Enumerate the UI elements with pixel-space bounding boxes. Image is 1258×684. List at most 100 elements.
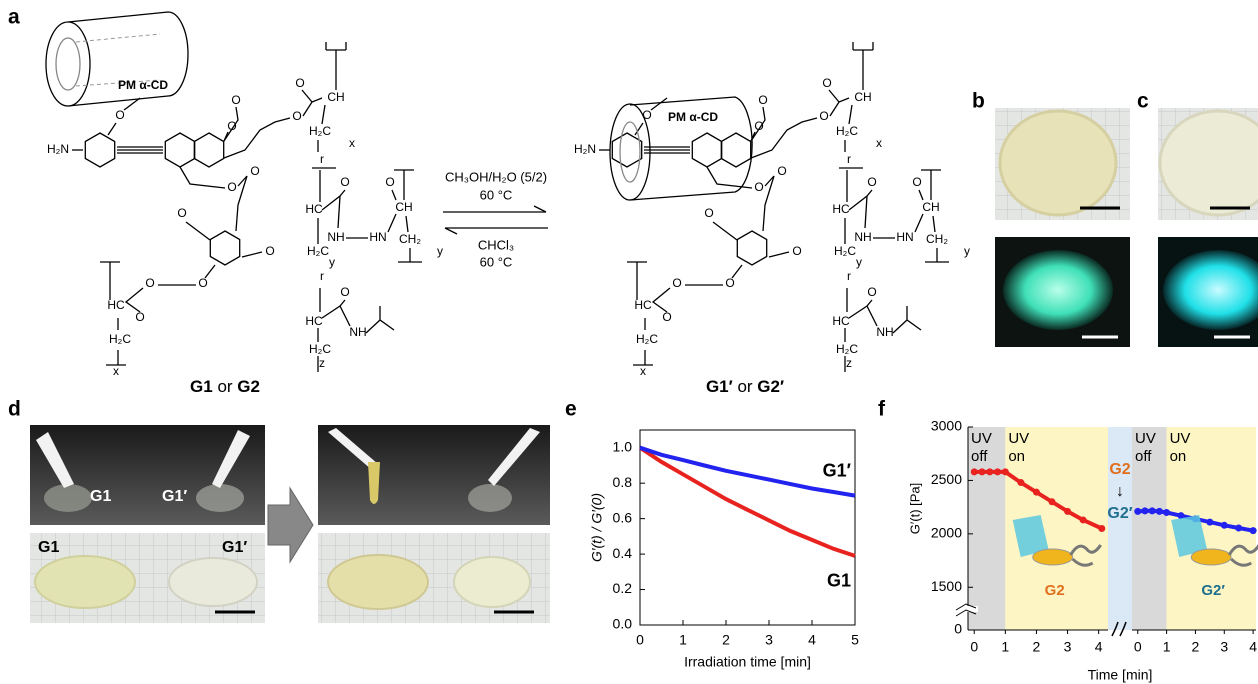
y-tick-label: 0.6 [613, 509, 633, 525]
atom: HC [634, 298, 652, 312]
caption: G1 or G2 [190, 377, 260, 396]
uv-label: UV [1135, 430, 1156, 447]
atom: O [867, 285, 876, 299]
panel-label: b [972, 90, 985, 113]
atom: O [822, 76, 831, 90]
bond [242, 252, 262, 257]
x-tick-label: 0 [636, 632, 644, 648]
atom: r [847, 152, 851, 166]
atom: O [792, 244, 801, 258]
panel-label: a [8, 6, 20, 29]
atom: H₂C [834, 244, 856, 258]
transition-label: G2′ [1107, 505, 1132, 522]
y-axis-label: G′(t) / G′(0) [589, 493, 605, 562]
x-tick-label: 2 [1033, 639, 1041, 655]
uv-label: on [1170, 448, 1187, 465]
caption: G1′ or G2′ [706, 377, 784, 396]
atom: H₂C [307, 244, 329, 258]
panel-label: c [1137, 90, 1149, 113]
bond [921, 170, 941, 200]
x-tick-label: 0 [1134, 639, 1142, 655]
atom: O [250, 164, 259, 178]
atom: H₂C [836, 342, 858, 356]
atom: O [115, 108, 124, 122]
bond [853, 42, 873, 50]
transition-label: G2 [1109, 461, 1130, 478]
photo [1158, 108, 1258, 347]
atom: y [964, 244, 970, 258]
bond [769, 252, 789, 257]
condition: 60 °C [480, 254, 513, 269]
atom: CH [395, 200, 412, 214]
bond [303, 98, 322, 116]
y-tick-label: 1.0 [613, 438, 633, 454]
atom: HC [107, 298, 125, 312]
bond [100, 262, 120, 300]
atom: CH [922, 200, 939, 214]
ring [721, 133, 750, 167]
y-tick-label: 0.0 [613, 616, 633, 632]
x-tick-label: 2 [722, 632, 730, 648]
atom: NH [327, 230, 344, 244]
x-tick-label: 1 [1001, 639, 1009, 655]
condition: 60 °C [480, 187, 513, 202]
y-tick-label: 0 [954, 621, 962, 637]
equilibrium-arrows [443, 206, 548, 234]
x-tick-label: 4 [808, 632, 816, 648]
atom: O [867, 175, 876, 189]
guest [1033, 549, 1073, 565]
bond [763, 176, 774, 231]
bond [406, 216, 408, 232]
atom: O [758, 93, 767, 107]
atom: H₂C [109, 332, 131, 346]
atom: O [725, 276, 734, 290]
bond [830, 98, 849, 116]
photo [318, 425, 550, 623]
bond [849, 190, 872, 210]
x-tick-label: 3 [1220, 639, 1228, 655]
bond [398, 248, 422, 262]
uv-label: UV [1170, 430, 1191, 447]
atom: x [876, 136, 882, 150]
x-tick-label: 3 [1064, 639, 1072, 655]
atom: O [145, 276, 154, 290]
caption-part: or [217, 377, 232, 396]
bond [326, 42, 346, 50]
atom: HN [896, 230, 913, 244]
y-tick-label: 2500 [931, 471, 962, 487]
bond [829, 90, 839, 102]
bond [108, 123, 116, 135]
atom: H₂C [309, 124, 331, 138]
atom: O [672, 276, 681, 290]
x-tick-label: 5 [851, 632, 859, 648]
caption-part: G2′ [757, 377, 784, 396]
atom: CH₂ [399, 232, 421, 246]
ring [692, 133, 721, 167]
atom: H₂C [309, 342, 331, 356]
y-tick-label: 1500 [931, 578, 962, 594]
bond [302, 90, 312, 102]
atom: O [819, 109, 828, 123]
bond [925, 248, 949, 262]
guest [1191, 549, 1231, 565]
x-tick-label: 4 [1095, 639, 1103, 655]
bond [180, 167, 225, 188]
atom: HC [832, 314, 850, 328]
atom: z [846, 356, 852, 370]
bond [933, 216, 935, 232]
bond [236, 176, 247, 231]
atom: y [329, 255, 335, 269]
atom: z [319, 356, 325, 370]
bond [867, 306, 877, 326]
photo-label: G1 [90, 488, 111, 505]
atom: H₂C [836, 124, 858, 138]
host-cylinder: PM α-CD [46, 12, 188, 106]
atom: O [227, 180, 236, 194]
x-tick-label: 4 [1249, 639, 1257, 655]
atom: y [437, 244, 443, 258]
uv-label: off [971, 448, 988, 465]
x-tick-label: 1 [679, 632, 687, 648]
x-tick-label: 1 [1163, 639, 1171, 655]
atom: O [704, 206, 713, 220]
bond [713, 222, 737, 240]
